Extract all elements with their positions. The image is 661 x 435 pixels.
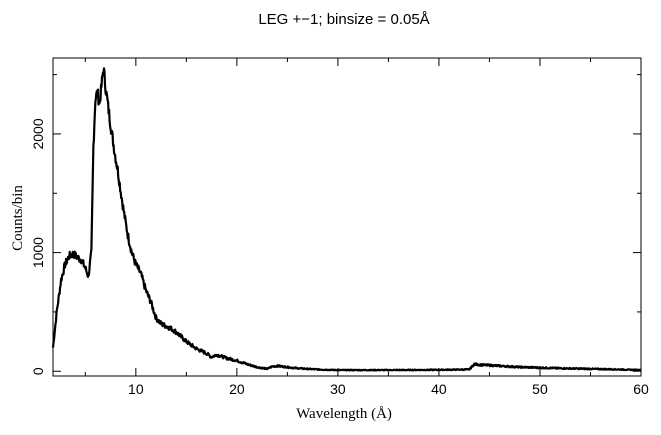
x-tick-label: 30 <box>330 381 346 397</box>
x-tick-label: 40 <box>431 381 447 397</box>
x-tick-label: 10 <box>128 381 144 397</box>
series-line <box>51 67 642 372</box>
x-axis-label: Wavelength (Å) <box>296 406 392 422</box>
y-tick-label: 2000 <box>30 118 46 149</box>
x-tick-label: 20 <box>229 381 245 397</box>
x-axis: 10 20 30 40 50 60 <box>84 58 649 397</box>
y-tick-label: 0 <box>30 367 46 375</box>
y-axis-label: Counts/bin <box>10 185 26 251</box>
y-axis: 0 1000 2000 <box>30 74 641 375</box>
plot-frame <box>52 57 642 377</box>
x-tick-label: 60 <box>633 381 649 397</box>
x-tick-label: 50 <box>532 381 548 397</box>
y-tick-label: 1000 <box>30 237 46 268</box>
chart-title: LEG +−1; binsize = 0.05Å <box>258 11 429 28</box>
